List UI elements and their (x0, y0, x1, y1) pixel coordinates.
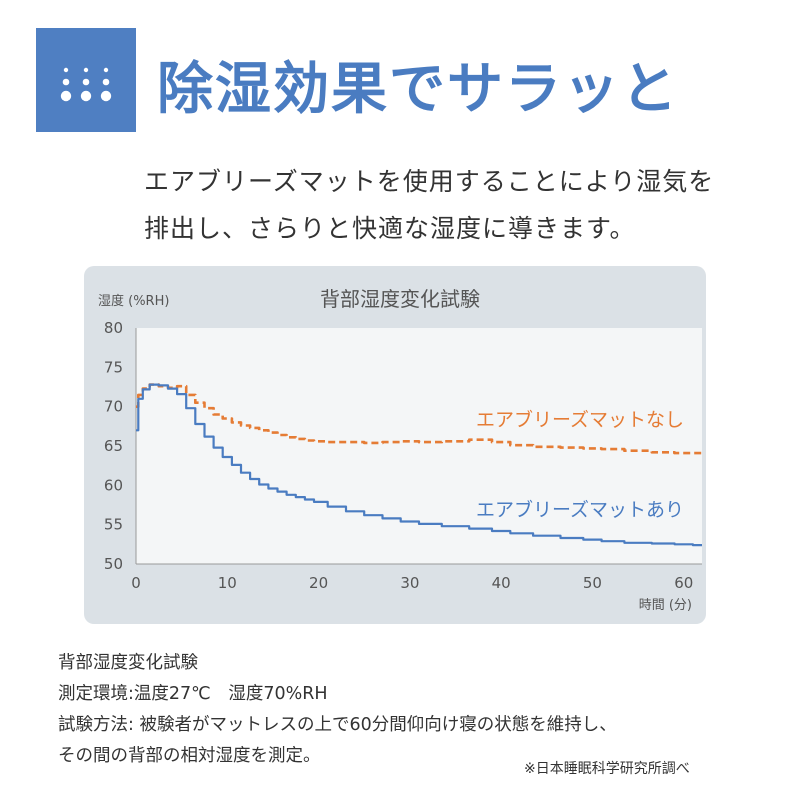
x-tick-label: 40 (492, 574, 511, 592)
y-tick-label: 70 (104, 398, 123, 416)
droplet-dots-icon (60, 67, 112, 102)
intro-text: エアブリーズマットを使用することにより湿気を 排出し、さらりと快適な湿度に導きま… (144, 158, 764, 252)
x-tick-label: 20 (309, 574, 328, 592)
intro-line-2: 排出し、さらりと快適な湿度に導きます。 (144, 214, 636, 243)
series-label-1: エアブリーズマットなし (476, 408, 684, 431)
x-tick-label: 50 (583, 574, 602, 592)
y-tick-label: 55 (104, 516, 123, 534)
y-tick-label: 75 (104, 358, 123, 376)
header-badge (36, 28, 136, 132)
y-tick-label: 65 (104, 437, 123, 455)
caption-line-3: 試験方法: 被験者がマットレスの上で60分間仰向け寝の状態を維持し、 (58, 715, 617, 735)
y-tick-label: 50 (104, 555, 123, 573)
series-line-1 (136, 383, 702, 455)
x-tick-label: 30 (400, 574, 419, 592)
caption: 背部湿度変化試験 測定環境:温度27℃ 湿度70%RH 試験方法: 被験者がマッ… (58, 648, 778, 772)
y-axis-label: 湿度 (%RH) (98, 293, 169, 309)
humidity-chart: 背部湿度変化試験 湿度 (%RH) 時間 (分) 50 55 60 65 70 75 80 0… (98, 287, 702, 613)
page-title: 除湿効果でサラッと (157, 57, 679, 122)
series-line-2 (136, 383, 702, 547)
x-tick-label: 60 (674, 574, 693, 592)
caption-line-4: その間の背部の相対湿度を測定。 (58, 746, 321, 766)
chart-panel: 背部湿度変化試験 湿度 (%RH) 時間 (分) 50 55 60 65 70 75 80 0… (84, 266, 706, 624)
chart-title: 背部湿度変化試験 (320, 287, 480, 311)
plot-area (136, 328, 702, 564)
y-tick-label: 60 (104, 476, 123, 494)
caption-line-1: 背部湿度変化試験 (58, 653, 198, 673)
caption-line-2: 測定環境:温度27℃ 湿度70%RH (58, 684, 328, 704)
x-tick-label: 0 (131, 574, 141, 592)
series-label-2: エアブリーズマットあり (476, 498, 684, 521)
x-axis-label: 時間 (分) (639, 598, 692, 613)
y-tick-label: 80 (104, 319, 123, 337)
intro-line-1: エアブリーズマットを使用することにより湿気を (144, 167, 715, 196)
caption-note: ※日本睡眠科学研究所調べ (524, 761, 690, 777)
x-tick-label: 10 (218, 574, 237, 592)
